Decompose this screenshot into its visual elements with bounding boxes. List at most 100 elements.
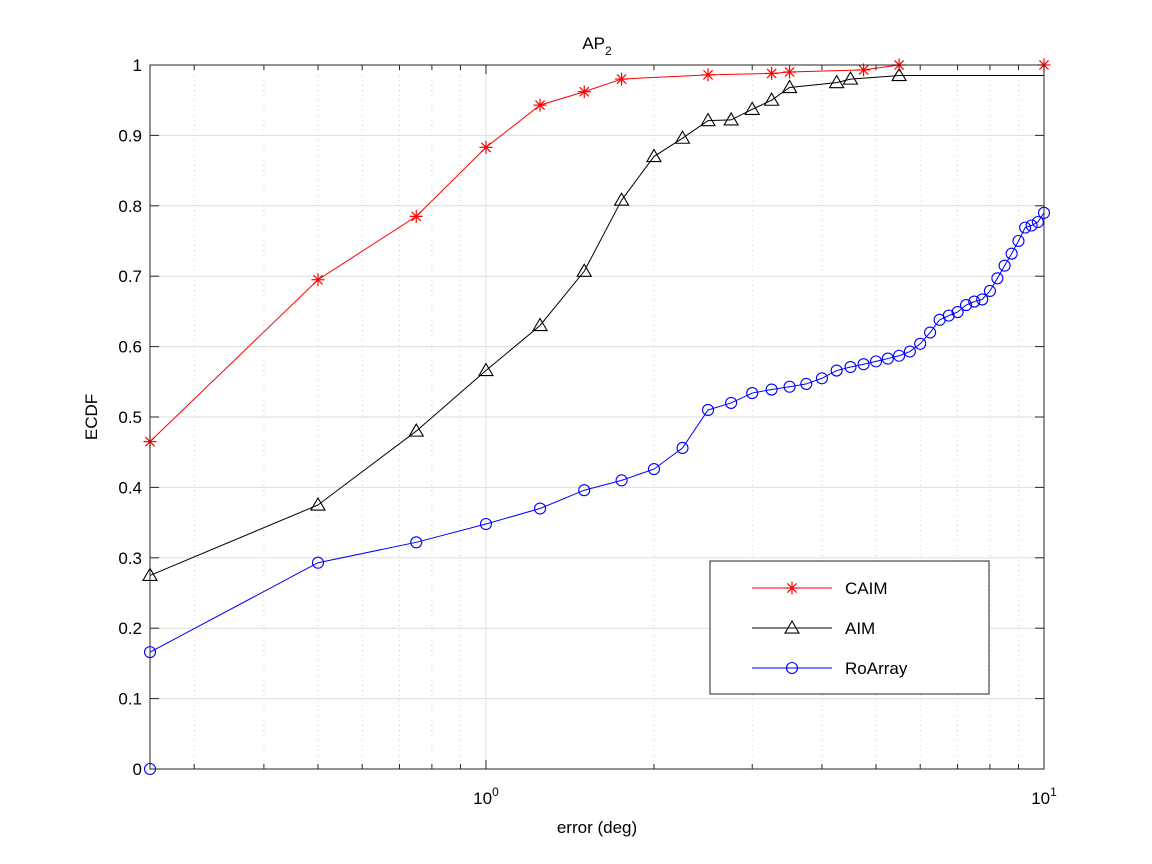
circle-marker [533, 502, 547, 515]
circle-marker [857, 358, 870, 371]
series-roarray [143, 206, 1051, 776]
triangle-marker [478, 362, 494, 377]
legend-entry-roarray: RoArray [752, 659, 908, 678]
legend-entry-caim: CAIM [752, 579, 888, 598]
triangle-marker [674, 130, 691, 144]
x-tick-label-exponent: 0 [492, 785, 499, 799]
triangle-marker [744, 101, 761, 115]
circle-marker [410, 536, 423, 549]
circle-marker [960, 299, 973, 312]
chart-title-main: AP [582, 34, 605, 53]
y-tick-label: 1 [133, 56, 142, 75]
circle-marker [881, 352, 894, 365]
circle-marker [676, 441, 689, 455]
circle-marker [647, 463, 661, 476]
circle-marker [815, 372, 828, 385]
legend: CAIM AIM RoArray [709, 560, 990, 695]
triangle-marker [723, 111, 740, 126]
circle-marker [991, 272, 1004, 285]
triangle-marker [700, 112, 716, 127]
legend-label: AIM [845, 619, 875, 638]
triangle-marker [842, 70, 859, 85]
circle-marker [893, 349, 906, 362]
y-tick-label: 0.4 [118, 478, 142, 497]
asterisk-marker [783, 65, 797, 79]
circle-marker [976, 293, 989, 306]
chart-title-subscript: 2 [605, 44, 612, 58]
asterisk-marker [479, 140, 493, 154]
x-tick-label-base: 10 [473, 789, 492, 808]
y-tick-label: 0 [133, 760, 142, 779]
circle-marker [1005, 247, 1018, 260]
series-line-aim [149, 75, 1044, 576]
circle-marker [615, 474, 628, 487]
circle-marker [1012, 234, 1025, 248]
x-tick-label: 101 [1031, 785, 1057, 808]
circle-marker [765, 383, 778, 396]
triangle-marker [828, 74, 845, 89]
y-tick-label: 0.1 [118, 690, 142, 709]
triangle-marker [613, 192, 630, 206]
y-axis-label: ECDF [82, 394, 101, 440]
y-tick-label: 0.9 [118, 126, 142, 145]
x-axis-label: error (deg) [557, 818, 637, 837]
triangle-marker [784, 619, 800, 634]
triangle-marker [576, 263, 593, 277]
y-tick-label: 0.2 [118, 619, 142, 638]
series-line-roarray [149, 212, 1045, 769]
circle-marker [479, 517, 493, 531]
asterisk-marker [409, 209, 423, 223]
circle-marker [725, 396, 738, 409]
triangle-marker [781, 79, 798, 94]
circle-marker [951, 306, 964, 319]
series-aim [142, 67, 1044, 581]
asterisk-marker [765, 66, 779, 80]
asterisk-marker [577, 85, 591, 99]
y-tick-label: 0.3 [118, 549, 142, 568]
triangle-marker [408, 422, 425, 437]
asterisk-marker [533, 98, 547, 112]
circle-marker [998, 259, 1011, 272]
asterisk-marker [311, 273, 325, 287]
y-tick-label: 0.6 [118, 338, 142, 357]
circle-marker [785, 661, 799, 675]
circle-marker [800, 377, 813, 390]
circle-marker [830, 364, 843, 377]
circle-marker [869, 355, 883, 368]
series-layer [142, 58, 1051, 776]
circle-marker [942, 309, 955, 322]
circle-marker [746, 387, 759, 400]
circle-marker [311, 556, 325, 569]
asterisk-marker [615, 72, 629, 86]
y-tick-label: 0.8 [118, 197, 142, 216]
triangle-marker [532, 317, 549, 332]
asterisk-marker [701, 68, 715, 82]
circle-marker [924, 326, 937, 339]
triangle-marker [763, 92, 780, 106]
y-tick-label: 0.7 [118, 267, 142, 286]
asterisk-marker [857, 63, 871, 77]
x-tick-label: 100 [473, 785, 499, 808]
legend-label: CAIM [845, 579, 888, 598]
y-tick-label: 0.5 [118, 408, 142, 427]
x-tick-label-exponent: 1 [1050, 785, 1057, 799]
circle-marker [983, 284, 996, 298]
triangle-marker [891, 67, 908, 82]
circle-marker [783, 380, 796, 393]
triangle-marker [310, 496, 326, 511]
circle-marker [578, 484, 591, 497]
legend-entry-aim: AIM [752, 619, 875, 638]
circle-marker [1031, 215, 1044, 229]
triangle-marker [645, 148, 662, 163]
circle-marker [1019, 221, 1032, 234]
circle-marker [1025, 219, 1038, 232]
circle-marker [903, 345, 916, 358]
x-tick-label-base: 10 [1031, 789, 1050, 808]
chart-title: AP2 [582, 34, 612, 58]
legend-label: RoArray [845, 659, 908, 678]
circle-marker [914, 337, 927, 350]
asterisk-marker [785, 581, 799, 595]
circle-marker [844, 360, 857, 374]
